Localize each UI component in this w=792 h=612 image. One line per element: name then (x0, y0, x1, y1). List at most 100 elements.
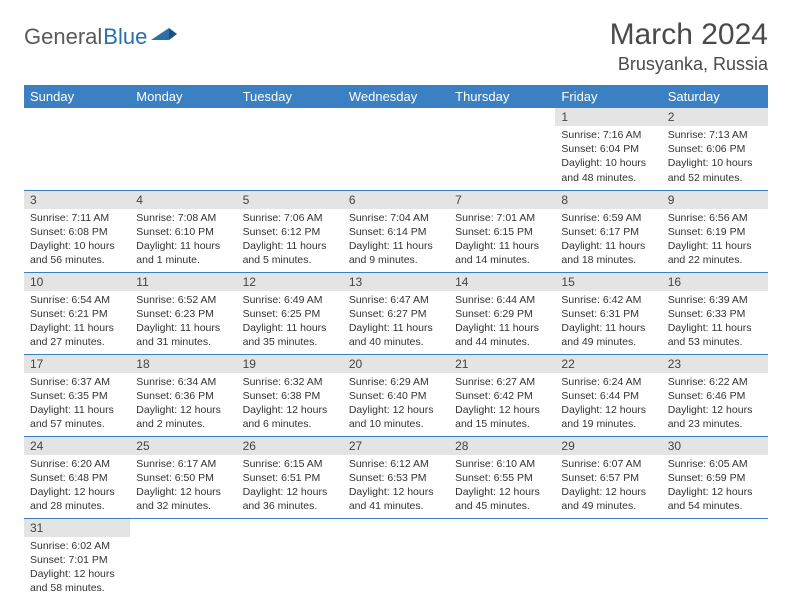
daylight-text: Daylight: 11 hours and 9 minutes. (349, 239, 443, 267)
sunset-text: Sunset: 6:04 PM (561, 142, 655, 156)
calendar-cell: 14Sunrise: 6:44 AMSunset: 6:29 PMDayligh… (449, 272, 555, 354)
sunset-text: Sunset: 6:23 PM (136, 307, 230, 321)
day-details: Sunrise: 6:39 AMSunset: 6:33 PMDaylight:… (662, 291, 768, 354)
calendar-cell (343, 518, 449, 600)
day-details: Sunrise: 6:32 AMSunset: 6:38 PMDaylight:… (237, 373, 343, 436)
sunrise-text: Sunrise: 6:22 AM (668, 375, 762, 389)
calendar-cell (24, 108, 130, 190)
daylight-text: Daylight: 12 hours and 58 minutes. (30, 567, 124, 595)
day-number: 15 (555, 273, 661, 291)
day-number: 26 (237, 437, 343, 455)
day-details: Sunrise: 7:11 AMSunset: 6:08 PMDaylight:… (24, 209, 130, 272)
sunrise-text: Sunrise: 7:16 AM (561, 128, 655, 142)
sunrise-text: Sunrise: 7:13 AM (668, 128, 762, 142)
sunset-text: Sunset: 6:42 PM (455, 389, 549, 403)
calendar-cell: 6Sunrise: 7:04 AMSunset: 6:14 PMDaylight… (343, 190, 449, 272)
day-details: Sunrise: 6:24 AMSunset: 6:44 PMDaylight:… (555, 373, 661, 436)
sunset-text: Sunset: 6:33 PM (668, 307, 762, 321)
dow-row: Sunday Monday Tuesday Wednesday Thursday… (24, 85, 768, 108)
calendar-cell (130, 108, 236, 190)
day-details: Sunrise: 7:06 AMSunset: 6:12 PMDaylight:… (237, 209, 343, 272)
sunrise-text: Sunrise: 6:12 AM (349, 457, 443, 471)
calendar-cell (343, 108, 449, 190)
day-number: 4 (130, 191, 236, 209)
calendar-row: 1Sunrise: 7:16 AMSunset: 6:04 PMDaylight… (24, 108, 768, 190)
dow-thu: Thursday (449, 85, 555, 108)
sunset-text: Sunset: 6:40 PM (349, 389, 443, 403)
calendar-cell: 12Sunrise: 6:49 AMSunset: 6:25 PMDayligh… (237, 272, 343, 354)
sunset-text: Sunset: 6:59 PM (668, 471, 762, 485)
dow-sun: Sunday (24, 85, 130, 108)
daylight-text: Daylight: 12 hours and 19 minutes. (561, 403, 655, 431)
daylight-text: Daylight: 12 hours and 10 minutes. (349, 403, 443, 431)
calendar-cell: 9Sunrise: 6:56 AMSunset: 6:19 PMDaylight… (662, 190, 768, 272)
sunrise-text: Sunrise: 6:52 AM (136, 293, 230, 307)
sunset-text: Sunset: 6:31 PM (561, 307, 655, 321)
calendar-row: 31Sunrise: 6:02 AMSunset: 7:01 PMDayligh… (24, 518, 768, 600)
daylight-text: Daylight: 11 hours and 14 minutes. (455, 239, 549, 267)
sunrise-text: Sunrise: 6:17 AM (136, 457, 230, 471)
calendar-table: Sunday Monday Tuesday Wednesday Thursday… (24, 85, 768, 600)
daylight-text: Daylight: 11 hours and 1 minute. (136, 239, 230, 267)
month-title: March 2024 (610, 18, 768, 52)
calendar-cell: 13Sunrise: 6:47 AMSunset: 6:27 PMDayligh… (343, 272, 449, 354)
calendar-cell (237, 108, 343, 190)
day-details: Sunrise: 6:07 AMSunset: 6:57 PMDaylight:… (555, 455, 661, 518)
logo-text-blue: Blue (103, 24, 147, 50)
day-number: 30 (662, 437, 768, 455)
sunrise-text: Sunrise: 7:06 AM (243, 211, 337, 225)
calendar-cell: 28Sunrise: 6:10 AMSunset: 6:55 PMDayligh… (449, 436, 555, 518)
calendar-cell: 20Sunrise: 6:29 AMSunset: 6:40 PMDayligh… (343, 354, 449, 436)
sunrise-text: Sunrise: 6:05 AM (668, 457, 762, 471)
daylight-text: Daylight: 12 hours and 6 minutes. (243, 403, 337, 431)
sunrise-text: Sunrise: 6:24 AM (561, 375, 655, 389)
daylight-text: Daylight: 11 hours and 18 minutes. (561, 239, 655, 267)
sunset-text: Sunset: 6:48 PM (30, 471, 124, 485)
day-number: 6 (343, 191, 449, 209)
sunrise-text: Sunrise: 6:10 AM (455, 457, 549, 471)
calendar-cell: 2Sunrise: 7:13 AMSunset: 6:06 PMDaylight… (662, 108, 768, 190)
calendar-row: 10Sunrise: 6:54 AMSunset: 6:21 PMDayligh… (24, 272, 768, 354)
calendar-cell: 5Sunrise: 7:06 AMSunset: 6:12 PMDaylight… (237, 190, 343, 272)
day-details: Sunrise: 6:56 AMSunset: 6:19 PMDaylight:… (662, 209, 768, 272)
sunrise-text: Sunrise: 6:34 AM (136, 375, 230, 389)
sunrise-text: Sunrise: 7:08 AM (136, 211, 230, 225)
daylight-text: Daylight: 12 hours and 28 minutes. (30, 485, 124, 513)
day-number: 12 (237, 273, 343, 291)
sunrise-text: Sunrise: 6:49 AM (243, 293, 337, 307)
day-number: 2 (662, 108, 768, 126)
day-number: 10 (24, 273, 130, 291)
calendar-cell: 31Sunrise: 6:02 AMSunset: 7:01 PMDayligh… (24, 518, 130, 600)
sunrise-text: Sunrise: 6:59 AM (561, 211, 655, 225)
sunrise-text: Sunrise: 6:42 AM (561, 293, 655, 307)
day-details: Sunrise: 7:01 AMSunset: 6:15 PMDaylight:… (449, 209, 555, 272)
sunset-text: Sunset: 6:08 PM (30, 225, 124, 239)
location: Brusyanka, Russia (610, 54, 768, 75)
day-details: Sunrise: 6:59 AMSunset: 6:17 PMDaylight:… (555, 209, 661, 272)
sunset-text: Sunset: 6:57 PM (561, 471, 655, 485)
calendar-cell: 19Sunrise: 6:32 AMSunset: 6:38 PMDayligh… (237, 354, 343, 436)
day-number: 17 (24, 355, 130, 373)
calendar-cell (130, 518, 236, 600)
sunrise-text: Sunrise: 6:29 AM (349, 375, 443, 389)
day-details: Sunrise: 6:10 AMSunset: 6:55 PMDaylight:… (449, 455, 555, 518)
sunset-text: Sunset: 7:01 PM (30, 553, 124, 567)
sunrise-text: Sunrise: 6:37 AM (30, 375, 124, 389)
calendar-row: 17Sunrise: 6:37 AMSunset: 6:35 PMDayligh… (24, 354, 768, 436)
day-number: 9 (662, 191, 768, 209)
calendar-cell (555, 518, 661, 600)
sunset-text: Sunset: 6:51 PM (243, 471, 337, 485)
sunset-text: Sunset: 6:12 PM (243, 225, 337, 239)
daylight-text: Daylight: 11 hours and 5 minutes. (243, 239, 337, 267)
sunrise-text: Sunrise: 6:44 AM (455, 293, 549, 307)
day-number: 22 (555, 355, 661, 373)
sunset-text: Sunset: 6:21 PM (30, 307, 124, 321)
day-number: 14 (449, 273, 555, 291)
day-details: Sunrise: 7:04 AMSunset: 6:14 PMDaylight:… (343, 209, 449, 272)
daylight-text: Daylight: 10 hours and 48 minutes. (561, 156, 655, 184)
daylight-text: Daylight: 10 hours and 56 minutes. (30, 239, 124, 267)
daylight-text: Daylight: 12 hours and 32 minutes. (136, 485, 230, 513)
sunset-text: Sunset: 6:19 PM (668, 225, 762, 239)
calendar-cell: 15Sunrise: 6:42 AMSunset: 6:31 PMDayligh… (555, 272, 661, 354)
calendar-cell: 21Sunrise: 6:27 AMSunset: 6:42 PMDayligh… (449, 354, 555, 436)
